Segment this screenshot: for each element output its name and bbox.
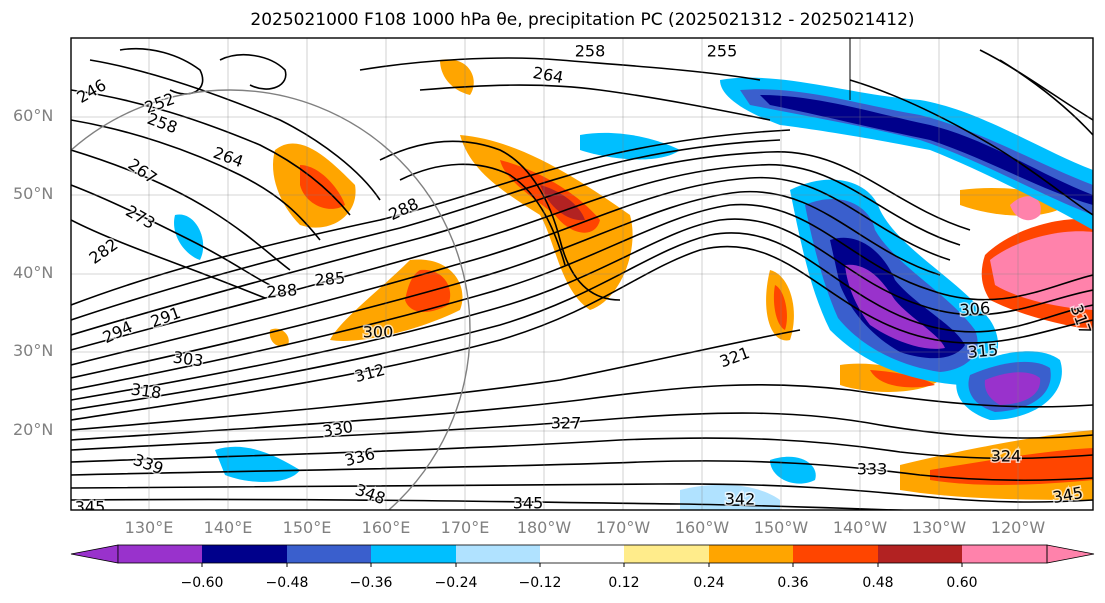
contour-label: 300 <box>363 323 394 342</box>
lon-label-130w: 130°W <box>911 518 967 537</box>
map-frame <box>70 37 1094 511</box>
lon-label-160w: 160°W <box>674 518 730 537</box>
colorbar-tick-label: −0.24 <box>434 575 478 591</box>
contour-label: 327 <box>551 414 582 433</box>
colorbar-frame <box>117 544 1048 564</box>
colorbar-segment <box>540 545 624 563</box>
contour-label: 345 <box>75 498 106 517</box>
lon-label-130e: 130°E <box>124 518 174 537</box>
contour-label: 303 <box>172 347 205 370</box>
lon-label-170w: 170°W <box>595 518 651 537</box>
contour-label: 345 <box>513 494 544 513</box>
colorbar-extend-high <box>1046 544 1095 564</box>
lon-label-150e: 150°E <box>282 518 332 537</box>
colorbar-extend-low <box>70 544 119 564</box>
colorbar-segment <box>118 545 202 563</box>
map-title: 2025021000 F108 1000 hPa θe, precipitati… <box>250 10 915 30</box>
range-circle <box>71 89 471 510</box>
lat-label-60n: 60°N <box>13 106 54 125</box>
lon-label-150w: 150°W <box>753 518 809 537</box>
contour-label: 306 <box>959 298 991 320</box>
lat-label-40n: 40°N <box>13 263 54 282</box>
contour-label: 258 <box>575 42 606 61</box>
colorbar-tick-label: 0.12 <box>608 575 640 591</box>
lon-label-170e: 170°E <box>440 518 490 537</box>
contour-label: 285 <box>314 268 346 290</box>
colorbar-segment <box>709 545 793 563</box>
colorbar-segment <box>371 545 456 563</box>
colorbar-tick-label: −0.12 <box>518 575 562 591</box>
colorbar-tick-label: 0.60 <box>946 575 978 591</box>
lon-label-140e: 140°E <box>203 518 253 537</box>
colorbar-tick-label: 0.24 <box>693 575 725 591</box>
contour-label: 342 <box>725 490 756 509</box>
graticule <box>71 38 1093 510</box>
colorbar-tick-label: 0.36 <box>777 575 809 591</box>
lon-label-120w: 120°W <box>990 518 1046 537</box>
lon-label-180w: 180°W <box>516 518 572 537</box>
theta-e-contours <box>71 47 1093 510</box>
colorbar-segment <box>793 545 878 563</box>
colorbar-segment <box>878 545 962 563</box>
lat-label-50n: 50°N <box>13 184 54 203</box>
colorbar-segment <box>456 545 540 563</box>
lat-label-30n: 30°N <box>13 341 54 360</box>
contour-label: 288 <box>266 280 298 302</box>
contour-label: 324 <box>991 447 1022 466</box>
colorbar-tick-label: −0.36 <box>349 575 393 591</box>
lon-label-140w: 140°W <box>832 518 888 537</box>
contour-label: 255 <box>707 42 738 61</box>
contour-label: 333 <box>857 460 888 479</box>
colorbar-tick-label: −0.60 <box>180 575 224 591</box>
colorbar-tick-label: 0.48 <box>862 575 894 591</box>
contour-label: 315 <box>967 340 999 362</box>
colorbar-segment <box>202 545 287 563</box>
lon-label-160e: 160°E <box>361 518 411 537</box>
lat-label-20n: 20°N <box>13 420 54 439</box>
colorbar-tick-label: −0.48 <box>265 575 309 591</box>
colorbar-segment <box>287 545 371 563</box>
colorbar-segment <box>624 545 709 563</box>
colorbar-segment <box>962 545 1047 563</box>
